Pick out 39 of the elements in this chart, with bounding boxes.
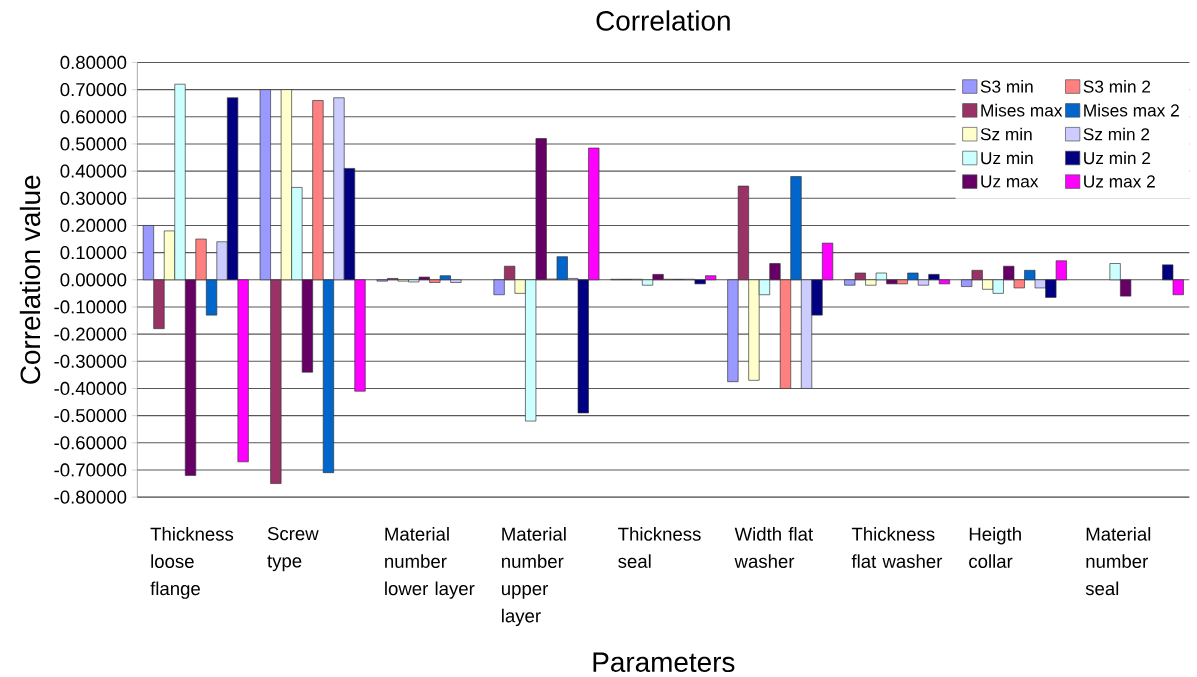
- y-tick-label: 0.80000: [60, 55, 127, 70]
- legend-label: Uz max: [981, 175, 1039, 188]
- x-tick-label: Heigth collar: [969, 527, 1021, 568]
- y-tick-label: 0.10000: [60, 246, 127, 260]
- y-tick-label: -0.20000: [54, 327, 127, 341]
- x-tick-label: Width flat washer: [734, 527, 813, 568]
- legend-label: Sz min: [980, 127, 1032, 141]
- y-tick-label: 0.00000: [60, 273, 127, 287]
- x-tick-label: Screw type: [267, 527, 319, 572]
- y-tick-label: 0.30000: [60, 191, 127, 205]
- legend-label: Uz max 2: [1084, 175, 1155, 188]
- x-tick-label: Material number lower layer: [385, 527, 475, 599]
- y-tick-label: -0.50000: [54, 409, 127, 423]
- x-axis-title: Parameters: [593, 652, 735, 673]
- y-tick-label: 0.50000: [60, 137, 127, 151]
- x-tick-label: Thickness flat washer: [851, 527, 943, 568]
- y-tick-label: -0.40000: [54, 381, 127, 396]
- y-tick-label: 0.20000: [60, 218, 127, 233]
- y-tick-label: -0.30000: [54, 354, 127, 368]
- y-tick-label: -0.60000: [54, 436, 127, 450]
- y-tick-label: 0.60000: [60, 110, 127, 124]
- legend-label: Uz min 2: [1084, 151, 1151, 165]
- legend-label: S3 min 2: [1083, 80, 1151, 93]
- legend-label: Sz min 2: [1083, 127, 1150, 141]
- legend-label: Uz min: [981, 151, 1033, 165]
- y-axis-title: Correlation value: [19, 175, 41, 384]
- y-tick-label: -0.10000: [54, 300, 127, 314]
- x-tick-label: Thickness loose flange: [150, 527, 234, 599]
- x-tick-label: Material number upper layer: [501, 527, 566, 627]
- legend-label: S3 min: [980, 80, 1033, 93]
- y-tick-label: -0.70000: [54, 463, 127, 477]
- chart-title: Correlation: [596, 10, 730, 31]
- y-tick-label: 0.70000: [60, 83, 127, 97]
- legend-label: Mises max 2: [1084, 103, 1179, 117]
- legend-label: Mises max: [981, 103, 1063, 117]
- x-tick-label: Thickness seal: [618, 527, 701, 568]
- x-tick-label: Material number seal: [1085, 527, 1151, 596]
- y-tick-label: 0.40000: [60, 164, 127, 178]
- y-tick-label: -0.80000: [54, 490, 127, 504]
